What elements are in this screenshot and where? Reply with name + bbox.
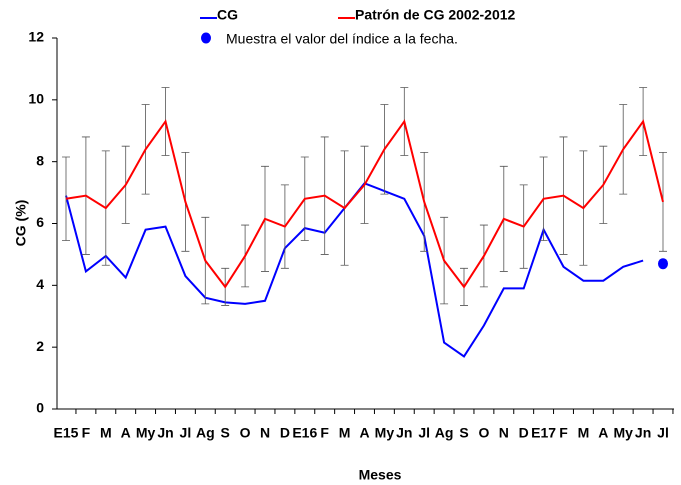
x-tick-label: Jn — [396, 425, 412, 441]
legend-marker — [201, 32, 211, 44]
x-tick-label: Jl — [657, 425, 669, 441]
x-tick-label: N — [260, 425, 270, 441]
series-line — [65, 182, 644, 358]
legend-label: CG — [217, 7, 238, 23]
x-tick-label: E16 — [292, 425, 317, 441]
y-tick-label: 6 — [36, 214, 44, 230]
legend-label: Muestra el valor del índice a la fecha. — [226, 31, 458, 47]
x-tick-label: O — [478, 425, 489, 441]
x-tick-label: O — [240, 425, 251, 441]
x-tick-label: M — [100, 425, 112, 441]
x-tick-label: Jl — [180, 425, 192, 441]
current-marker — [658, 258, 668, 270]
x-tick-label: Ag — [435, 425, 454, 441]
x-tick-label: F — [82, 425, 91, 441]
x-tick-label: M — [339, 425, 351, 441]
x-tick-label: S — [221, 425, 230, 441]
series-line — [65, 119, 664, 289]
x-tick-label: Jl — [418, 425, 430, 441]
x-tick-label: My — [136, 425, 156, 441]
x-tick-label: D — [519, 425, 529, 441]
legend-label: Patrón de CG 2002-2012 — [355, 7, 516, 23]
y-tick-label: 4 — [36, 276, 44, 292]
x-tick-label: M — [578, 425, 590, 441]
x-axis-label: Meses — [359, 467, 402, 483]
x-tick-label: D — [280, 425, 290, 441]
x-tick-label: Ag — [196, 425, 215, 441]
y-tick-label: 2 — [36, 338, 44, 354]
x-tick-label: My — [613, 425, 633, 441]
y-tick-label: 0 — [36, 400, 44, 416]
y-tick-label: 8 — [36, 152, 44, 168]
y-tick-label: 10 — [28, 91, 44, 107]
x-tick-label: Jn — [157, 425, 173, 441]
x-tick-label: Jn — [635, 425, 651, 441]
x-tick-label: E17 — [531, 425, 556, 441]
x-tick-label: S — [459, 425, 468, 441]
x-tick-label: A — [121, 425, 131, 441]
x-tick-label: E15 — [54, 425, 79, 441]
y-axis-label: CG (%) — [13, 200, 29, 247]
x-tick-label: F — [320, 425, 329, 441]
x-tick-label: My — [375, 425, 395, 441]
x-tick-label: N — [499, 425, 509, 441]
x-tick-label: A — [359, 425, 369, 441]
y-tick-label: 12 — [28, 29, 44, 45]
x-tick-label: F — [559, 425, 568, 441]
error-bar — [659, 151, 667, 252]
x-tick-label: A — [598, 425, 608, 441]
